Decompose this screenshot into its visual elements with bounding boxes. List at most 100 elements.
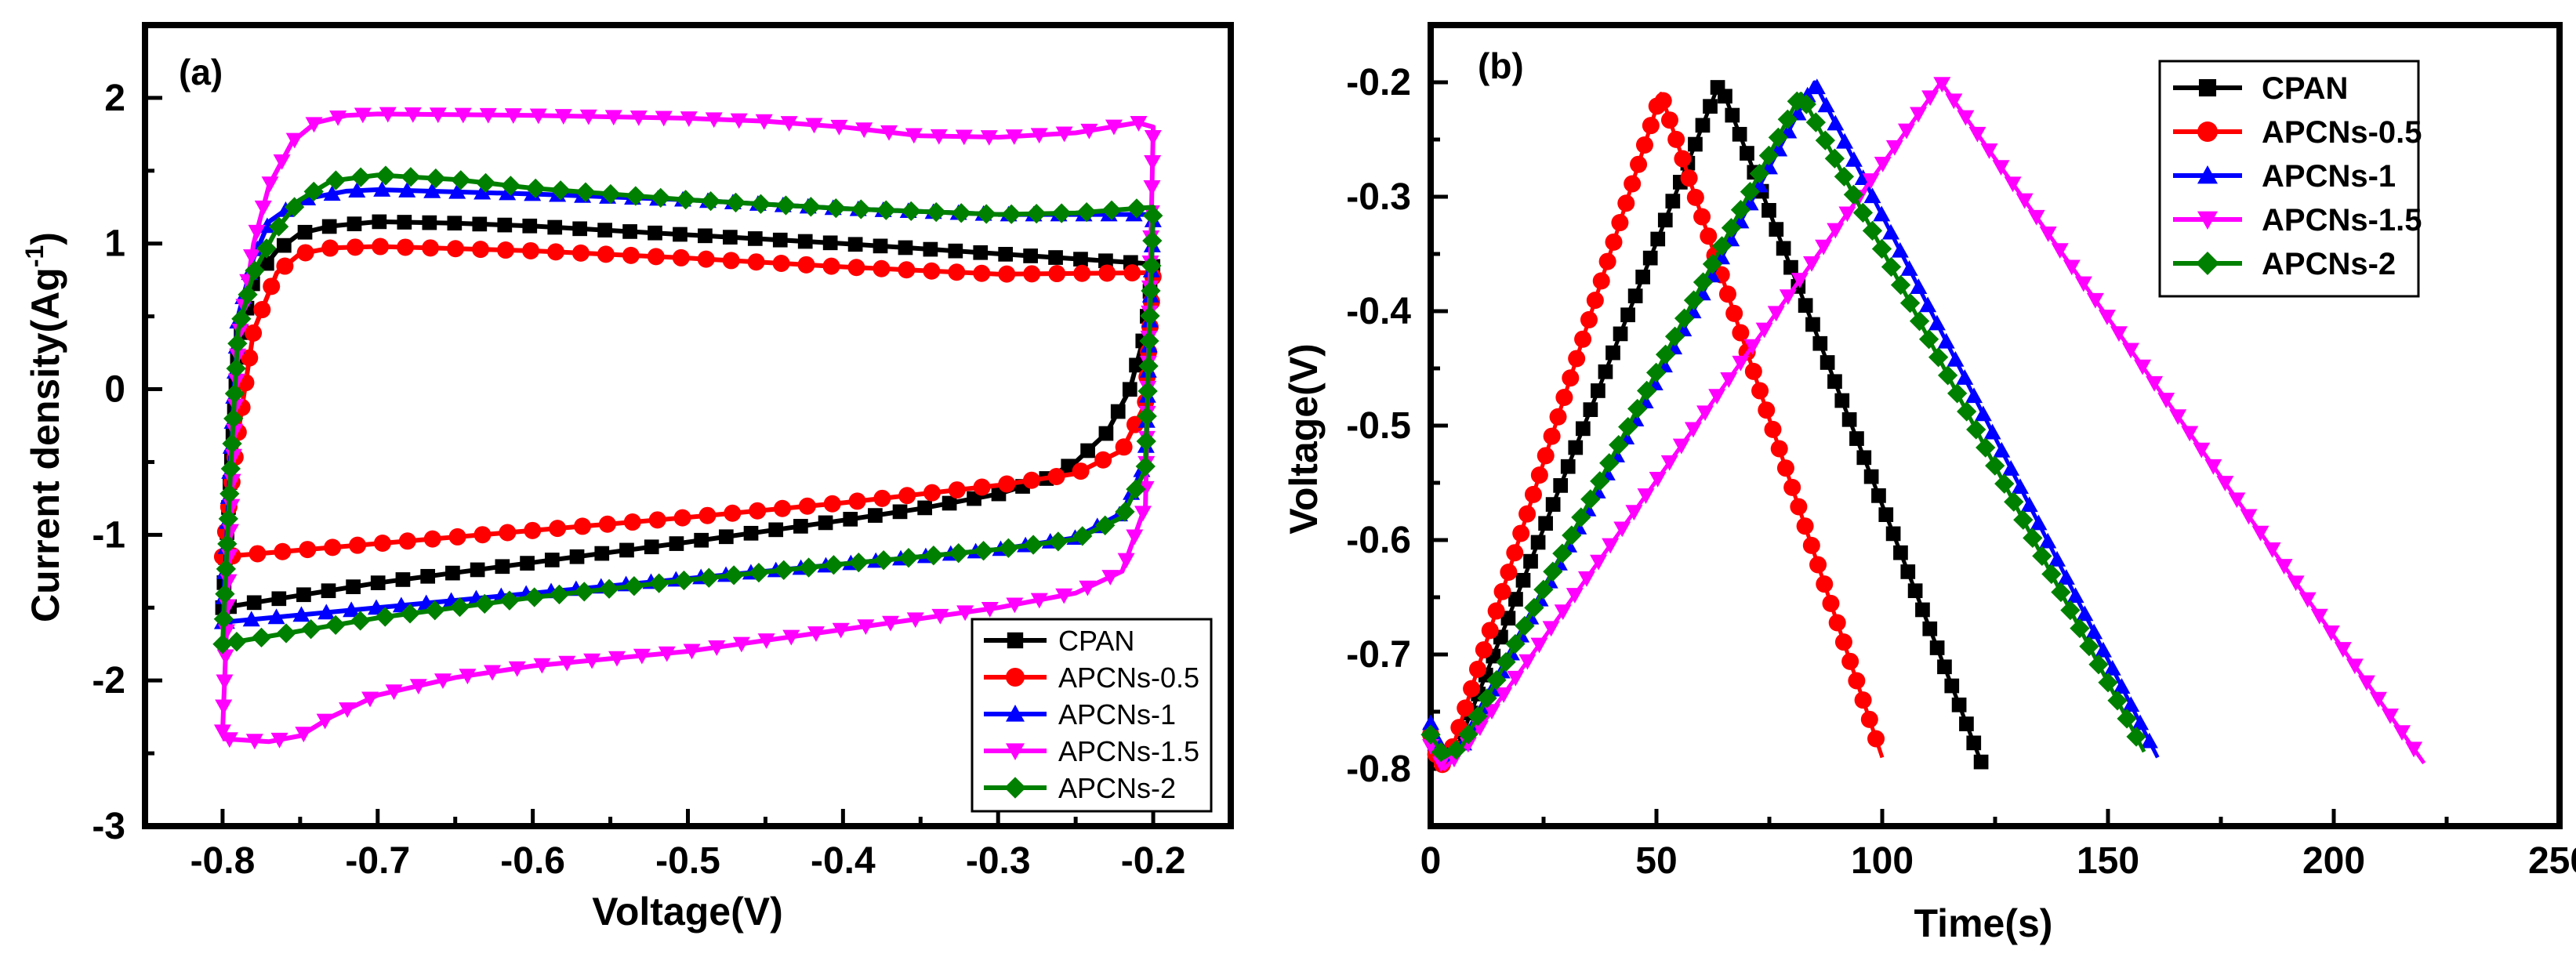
data-point: [949, 543, 969, 564]
data-point: [825, 198, 846, 219]
data-point: [2076, 605, 2094, 622]
data-point: [276, 623, 296, 644]
data-point: [379, 107, 397, 123]
data-point: [973, 264, 991, 282]
data-point: [2088, 654, 2109, 675]
data-point: [1933, 77, 1951, 93]
data-point: [1095, 515, 1116, 535]
data-point: [658, 646, 676, 662]
data-point: [459, 669, 477, 685]
data-point: [1730, 200, 1751, 220]
data-point: [1702, 254, 1723, 274]
data-point: [1512, 524, 1530, 542]
data-point: [1110, 404, 1126, 419]
data-point: [470, 562, 485, 578]
data-point: [2140, 732, 2158, 749]
data-point: [1693, 272, 1714, 292]
data-point: [1001, 204, 1021, 224]
data-point: [1605, 233, 1623, 251]
data-point: [1834, 633, 1852, 651]
data-point: [906, 612, 924, 629]
data-point: [926, 201, 946, 223]
data-point: [220, 732, 238, 749]
data-point: [1055, 588, 1073, 604]
data-point: [623, 513, 641, 531]
data-point: [633, 648, 651, 665]
data-point: [296, 244, 314, 262]
data-point: [579, 109, 597, 125]
data-point: [373, 181, 391, 197]
data-point: [1897, 123, 1915, 140]
data-point: [1980, 143, 1998, 159]
data-point: [1446, 740, 1467, 760]
data-point: [222, 433, 242, 454]
data-point: [683, 644, 701, 660]
data-point: [917, 500, 933, 516]
data-point: [1101, 200, 1122, 220]
legend-marker: [2197, 211, 2218, 230]
data-point: [901, 201, 921, 222]
data-point: [1779, 289, 1797, 306]
panel-a-y-axis-label-main: Current density(Ag: [24, 267, 67, 622]
data-point: [316, 713, 334, 730]
data-point: [1645, 362, 1667, 383]
data-point: [323, 185, 341, 201]
panel-b-x-tick-labels: 0 50 100 150 200 250: [1420, 840, 2576, 882]
data-point: [973, 478, 991, 496]
data-point: [1862, 220, 1883, 241]
data-point: [1740, 146, 1754, 161]
data-point: [475, 172, 496, 193]
panel-a-y-tick-label: 1: [104, 223, 125, 265]
data-point: [780, 116, 798, 132]
data-point: [1630, 155, 1648, 173]
data-point: [1683, 290, 1704, 310]
data-point: [800, 197, 822, 217]
data-point: [1545, 497, 1561, 512]
data-point: [1602, 538, 1620, 554]
data-point: [1686, 188, 1704, 206]
legend-label: APCNs-0.5: [2262, 115, 2422, 150]
data-point: [1518, 505, 1537, 523]
data-point: [2263, 542, 2281, 558]
data-point: [499, 590, 520, 611]
data-point: [1907, 583, 1923, 599]
data-point: [1725, 304, 1743, 322]
data-point: [597, 223, 612, 237]
data-point: [1026, 203, 1047, 224]
legend-marker: [1006, 668, 1025, 687]
data-point: [669, 536, 684, 551]
data-point: [1777, 109, 1798, 129]
data-point: [420, 568, 436, 584]
data-point: [1768, 127, 1789, 148]
data-point: [284, 197, 305, 217]
panel-a-y-tick-label: -2: [92, 660, 125, 702]
legend-marker: [2197, 121, 2218, 142]
data-point: [1959, 716, 1974, 731]
data-point: [1137, 406, 1157, 426]
data-point: [1105, 119, 1123, 136]
data-point: [1684, 422, 1702, 438]
data-point: [524, 521, 542, 539]
data-point: [1945, 93, 1963, 110]
data-point: [212, 634, 233, 654]
data-point: [1805, 112, 1826, 132]
data-point: [1838, 206, 1856, 223]
data-point: [422, 239, 440, 257]
data-point: [547, 219, 563, 235]
data-point: [1718, 285, 1736, 303]
data-point: [1625, 505, 1643, 521]
data-point: [549, 520, 567, 538]
data-point: [2228, 492, 2246, 509]
data-point: [998, 265, 1016, 283]
data-point: [755, 114, 773, 130]
data-point: [1126, 479, 1146, 499]
data-point: [1143, 205, 1163, 226]
data-point: [2015, 193, 2034, 209]
data-point: [1530, 466, 1548, 484]
data-point: [397, 238, 415, 256]
data-point: [948, 481, 966, 499]
data-point: [980, 130, 998, 146]
data-point: [1080, 443, 1095, 459]
data-point: [847, 237, 863, 252]
data-point: [339, 702, 357, 718]
